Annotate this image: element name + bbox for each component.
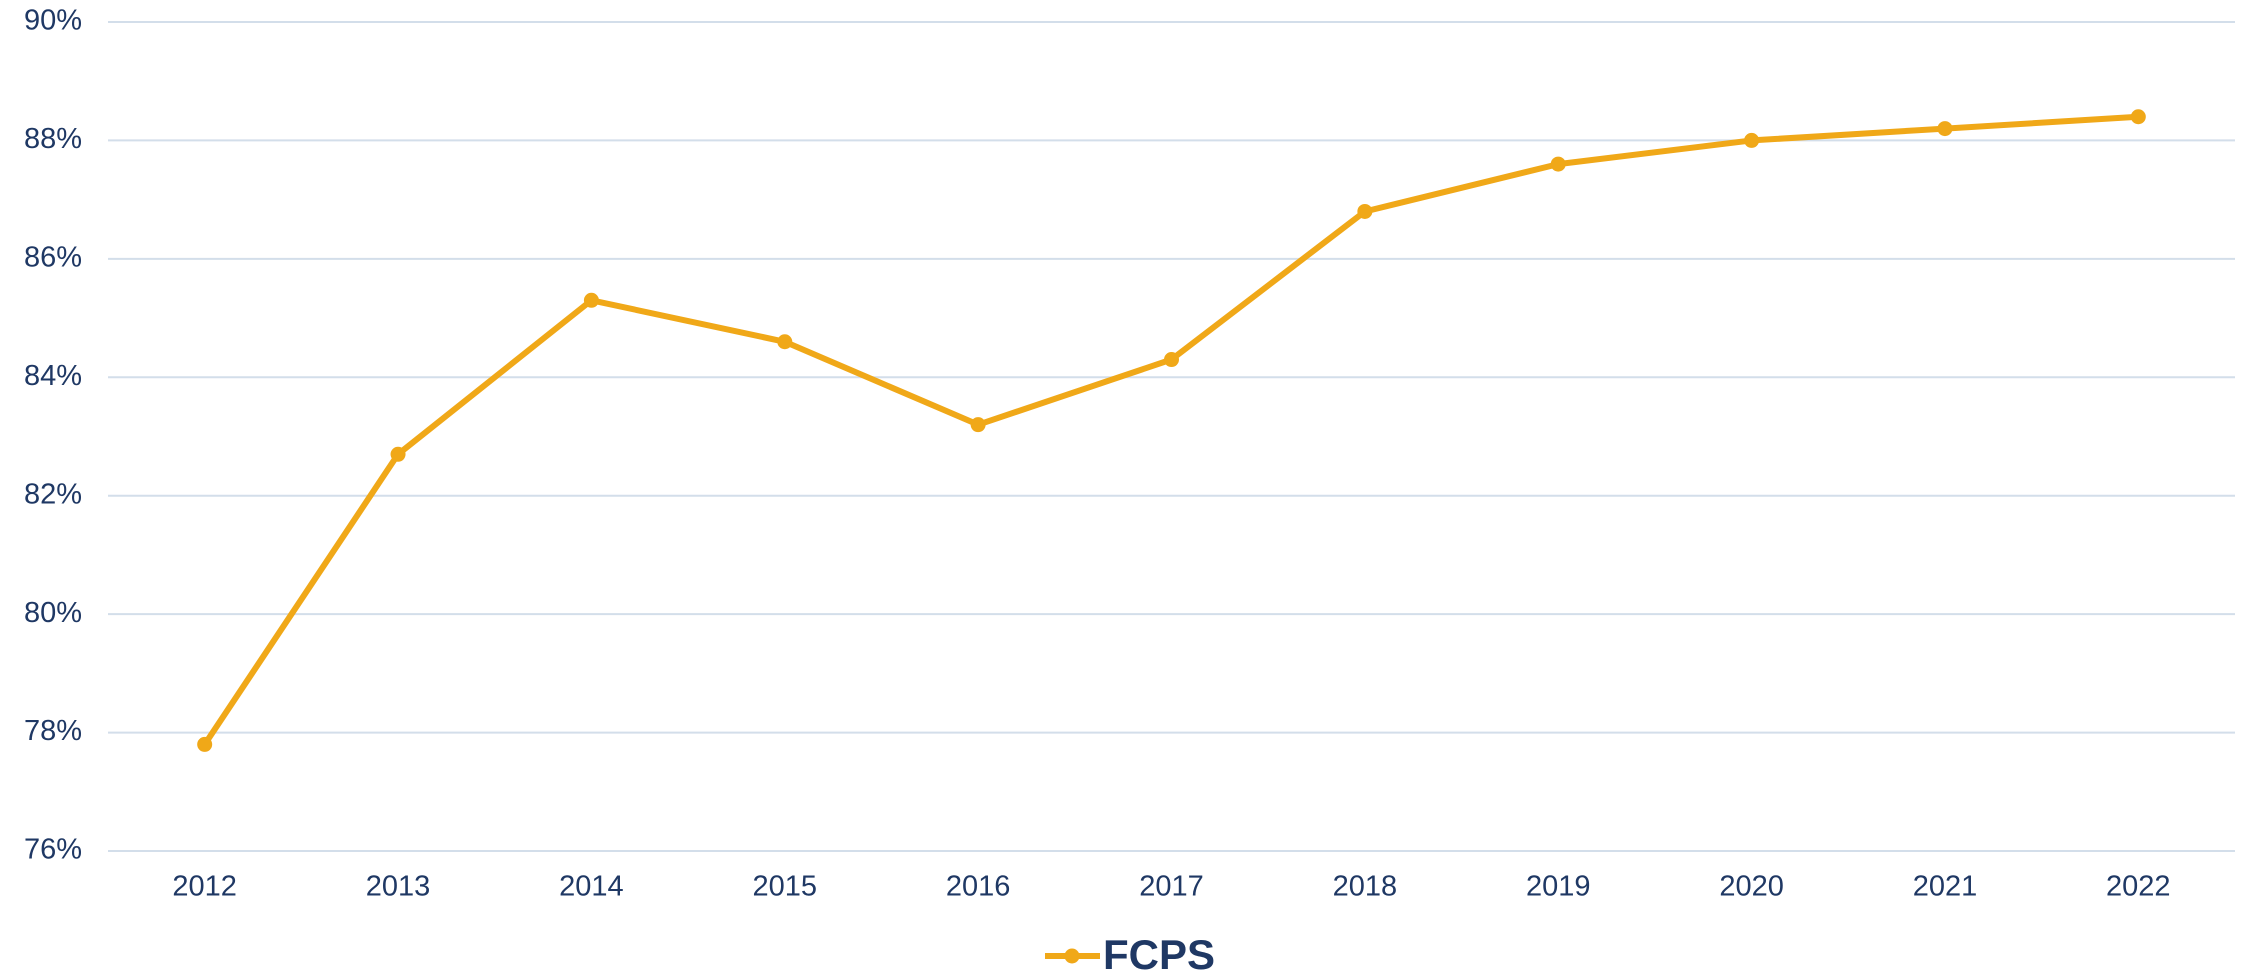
data-point [1357, 203, 1373, 219]
x-tick-label: 2017 [1139, 871, 1204, 903]
y-tick-label: 86% [24, 242, 82, 274]
x-tick-label: 2021 [1913, 871, 1978, 903]
y-tick-label: 82% [24, 478, 82, 510]
legend-label: FCPS [1103, 931, 1215, 978]
data-point [1937, 121, 1953, 137]
x-tick-label: 2022 [2106, 871, 2171, 903]
x-tick-label: 2016 [946, 871, 1011, 903]
y-tick-label: 76% [24, 834, 82, 866]
y-tick-label: 80% [24, 597, 82, 629]
x-tick-label: 2013 [366, 871, 431, 903]
data-point [1550, 156, 1566, 172]
data-point [1164, 352, 1179, 368]
data-point [197, 736, 213, 752]
x-tick-label: 2020 [1719, 871, 1784, 903]
series-line [202, 113, 2139, 747]
data-point [970, 417, 986, 433]
x-tick-label: 2012 [172, 871, 237, 903]
data-point [583, 292, 599, 308]
x-tick-label: 2015 [753, 871, 818, 903]
y-tick-label: 78% [24, 715, 82, 747]
x-tick-label: 2014 [559, 871, 624, 903]
data-point [2130, 109, 2146, 125]
data-point [390, 446, 406, 462]
legend-marker [1064, 948, 1080, 964]
x-tick-label: 2019 [1526, 871, 1591, 903]
data-point [1744, 132, 1760, 148]
x-tick-label: 2018 [1333, 871, 1398, 903]
y-tick-label: 90% [24, 5, 82, 37]
data-point [777, 334, 793, 350]
y-tick-label: 84% [24, 360, 82, 392]
y-tick-label: 88% [24, 123, 82, 155]
